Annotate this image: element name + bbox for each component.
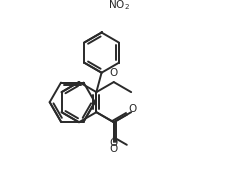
Text: O: O	[110, 144, 118, 154]
Text: NO$_2$: NO$_2$	[108, 0, 130, 12]
Text: O: O	[128, 104, 136, 114]
Text: O: O	[110, 138, 118, 148]
Text: O: O	[110, 68, 118, 78]
